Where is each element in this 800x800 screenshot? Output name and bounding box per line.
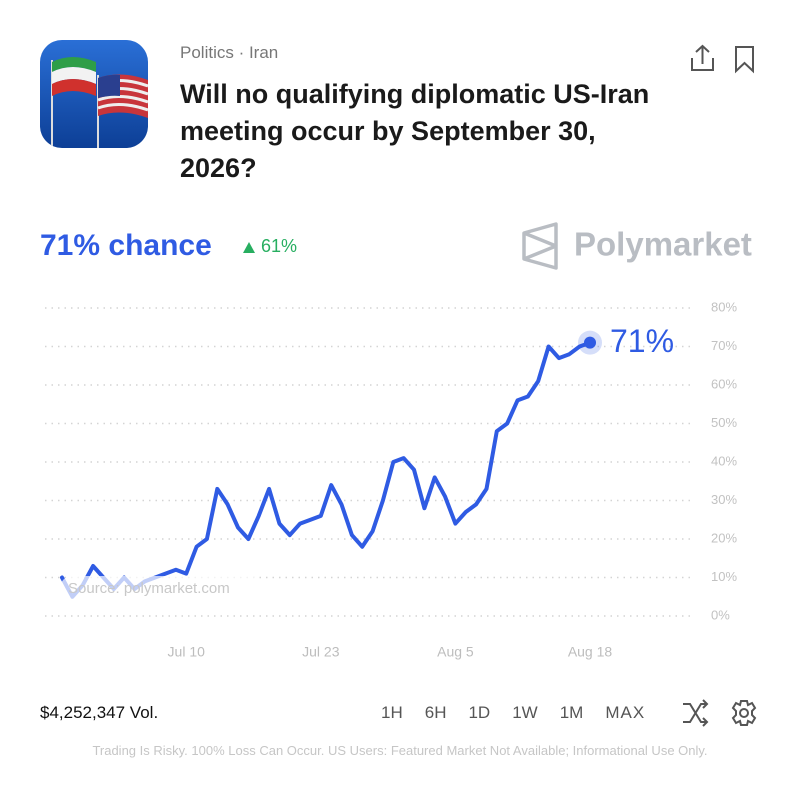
bookmark-icon[interactable]: [735, 46, 754, 74]
volume: $4,252,347 Vol.: [40, 703, 159, 722]
y-tick-label: 80%: [711, 299, 737, 314]
gear-inner: [739, 708, 749, 718]
x-tick-label: Aug 5: [437, 644, 474, 660]
y-tick-label: 70%: [711, 338, 737, 353]
y-tick-label: 50%: [711, 415, 737, 430]
settings-icon[interactable]: [731, 700, 757, 726]
change: 61%: [261, 236, 298, 256]
chance: 71% chance: [40, 229, 212, 262]
y-tick-label: 0%: [711, 607, 730, 622]
range-button[interactable]: 1D: [468, 703, 491, 722]
disclaimer: Trading Is Risky. 100% Loss Can Occur. U…: [92, 743, 708, 758]
shuffle-icon[interactable]: [683, 699, 709, 727]
change-arrow: [243, 242, 255, 253]
market-title: Will no qualifying diplomatic US-Iran me…: [180, 79, 650, 183]
range-button[interactable]: 6H: [424, 703, 447, 722]
share-icon[interactable]: [691, 44, 714, 71]
y-tick-label: 30%: [711, 492, 737, 507]
shuffle-path: [683, 699, 709, 727]
end-point: [584, 336, 596, 349]
range-button[interactable]: 1M: [559, 703, 584, 722]
gear-outer: [731, 700, 757, 726]
x-tick-label: Jul 23: [302, 644, 340, 660]
source-backdrop: [60, 576, 262, 600]
x-tick-label: Aug 18: [568, 644, 613, 660]
y-tick-label: 60%: [711, 376, 737, 391]
range-button[interactable]: 1H: [381, 703, 403, 722]
y-tick-label: 20%: [711, 530, 737, 545]
range-buttons: 1H 6H 1D 1W 1M MAX: [370, 703, 656, 723]
range-button[interactable]: 1W: [512, 703, 538, 722]
x-tick-label: Jul 10: [168, 644, 206, 660]
market-icon: [40, 40, 148, 148]
source-label: Source: polymarket.com: [68, 580, 230, 597]
y-tick-label: 10%: [711, 569, 737, 584]
polymarket-logo: [522, 222, 558, 270]
end-label: 71%: [610, 323, 674, 359]
range-button[interactable]: MAX: [605, 703, 646, 722]
category: Politics · Iran: [180, 43, 279, 62]
y-tick-label: 40%: [711, 453, 737, 468]
brand: Polymarket: [574, 226, 752, 263]
price-line: [60, 340, 592, 599]
